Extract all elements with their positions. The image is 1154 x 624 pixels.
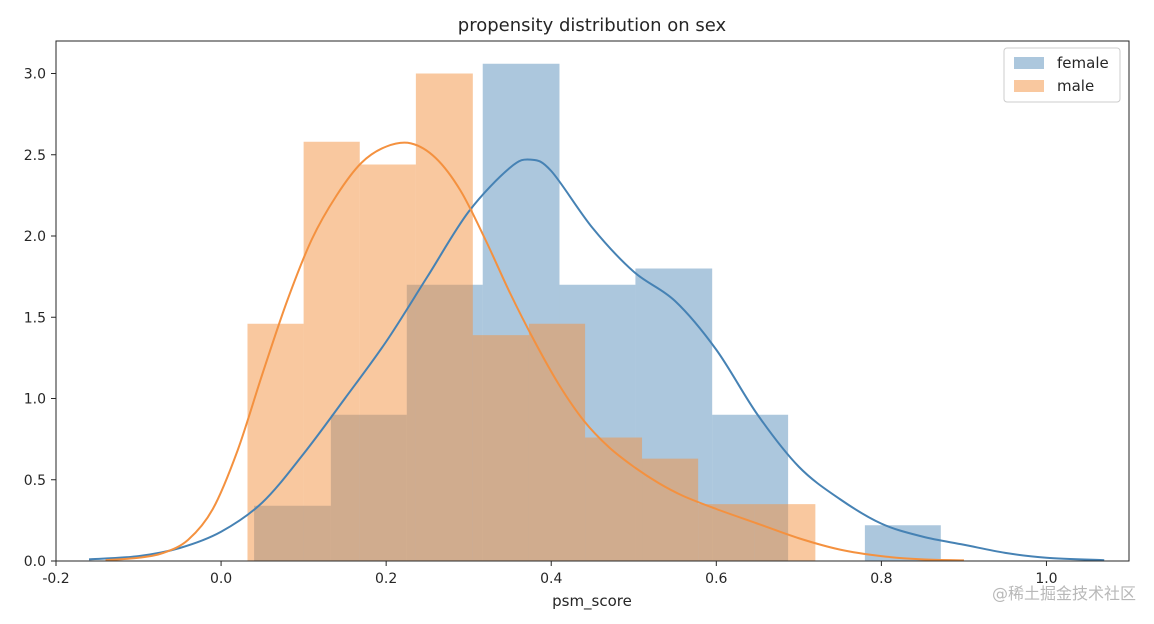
y-axis-ticks: 0.0 0.5 1.0 1.5 2.0 2.5 3.0 <box>24 67 56 570</box>
y-tick-label-1: 0.5 <box>24 473 46 489</box>
x-tick-label-2: 0.2 <box>375 571 397 587</box>
bar-male-2 <box>359 164 416 561</box>
y-tick-label-4: 2.0 <box>24 229 46 245</box>
x-tick-label-0: -0.2 <box>42 571 69 587</box>
bar-male-6 <box>585 437 643 561</box>
bar-male-7 <box>642 458 699 561</box>
y-tick-label-5: 2.5 <box>24 148 46 164</box>
kde-line-female <box>88 158 1105 562</box>
legend: female male <box>1003 47 1121 103</box>
x-tick-label-5: 0.8 <box>870 571 892 587</box>
bar-male-5 <box>528 323 586 561</box>
plot-frame <box>55 40 1130 562</box>
bar-male-0 <box>247 323 304 561</box>
x-tick-label-4: 0.6 <box>705 571 727 587</box>
legend-swatch-female <box>1014 57 1044 69</box>
legend-label-male: male <box>1057 77 1094 95</box>
legend-swatch-male <box>1014 80 1044 92</box>
kde-line-male <box>105 141 964 562</box>
chart-title: propensity distribution on sex <box>458 15 727 36</box>
kde-curves <box>88 141 1105 562</box>
y-tick-label-2: 1.0 <box>24 392 46 408</box>
y-tick-label-3: 1.5 <box>24 310 46 326</box>
bar-male-4 <box>472 335 529 561</box>
x-tick-label-6: 1.0 <box>1035 571 1057 587</box>
y-tick-label-6: 3.0 <box>24 67 46 83</box>
x-axis-label: psm_score <box>552 592 632 611</box>
bar-male-1 <box>303 141 360 561</box>
watermark: @稀土掘金技术社区 <box>991 584 1136 603</box>
legend-label-female: female <box>1057 54 1109 72</box>
x-axis-ticks: -0.2 0.0 0.2 0.4 0.6 0.8 1.0 <box>42 561 1058 587</box>
histogram-bars <box>247 63 941 561</box>
bar-male-3 <box>415 73 473 561</box>
x-tick-label-1: 0.0 <box>210 571 232 587</box>
y-tick-label-0: 0.0 <box>24 554 46 570</box>
x-tick-label-3: 0.4 <box>540 571 562 587</box>
